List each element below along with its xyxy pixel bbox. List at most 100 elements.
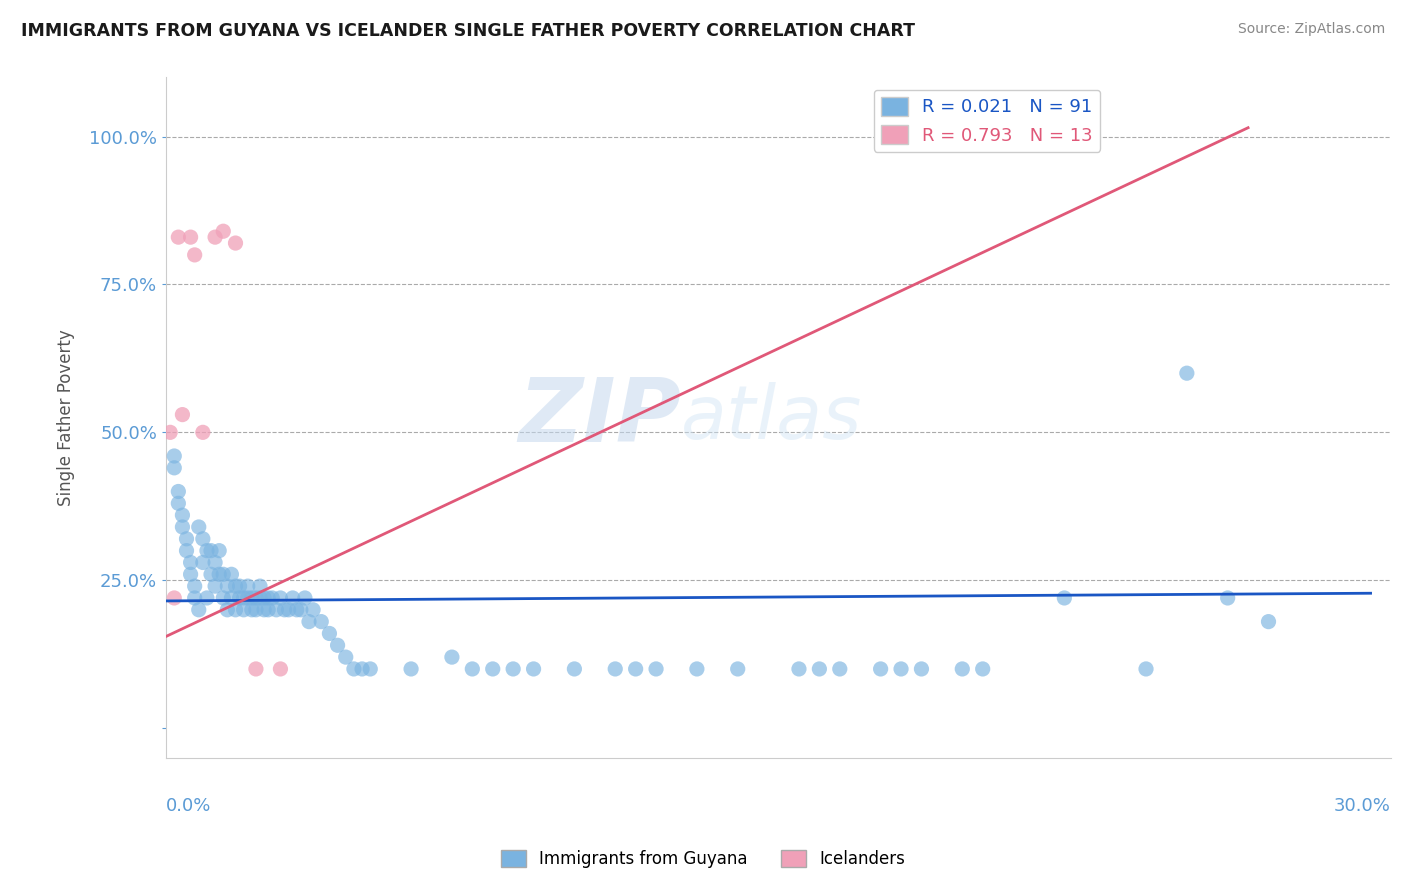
Point — [176, 532, 198, 546]
Point — [212, 591, 235, 605]
Point — [1216, 591, 1239, 605]
Point — [828, 662, 851, 676]
Point — [200, 543, 222, 558]
Point — [191, 532, 214, 546]
Point — [1257, 615, 1279, 629]
Text: 30.0%: 30.0% — [1334, 797, 1391, 814]
Point — [645, 662, 668, 676]
Point — [399, 662, 422, 676]
Point — [727, 662, 749, 676]
Point — [208, 543, 231, 558]
Point — [277, 603, 299, 617]
Point — [232, 591, 254, 605]
Legend: Immigrants from Guyana, Icelanders: Immigrants from Guyana, Icelanders — [494, 843, 912, 875]
Point — [950, 662, 973, 676]
Text: ZIP: ZIP — [517, 374, 681, 461]
Point — [1135, 662, 1157, 676]
Point — [910, 662, 932, 676]
Point — [281, 591, 304, 605]
Point — [167, 496, 190, 510]
Point — [440, 650, 463, 665]
Point — [269, 662, 291, 676]
Point — [221, 567, 243, 582]
Point — [204, 556, 226, 570]
Point — [172, 408, 194, 422]
Point — [262, 591, 284, 605]
Point — [335, 650, 357, 665]
Point — [294, 591, 316, 605]
Point — [269, 591, 291, 605]
Point — [343, 662, 366, 676]
Point — [1053, 591, 1076, 605]
Point — [183, 248, 205, 262]
Point — [208, 567, 231, 582]
Point — [212, 567, 235, 582]
Point — [232, 603, 254, 617]
Text: atlas: atlas — [681, 382, 862, 453]
Point — [187, 520, 209, 534]
Point — [869, 662, 891, 676]
Point — [236, 591, 259, 605]
Point — [266, 603, 288, 617]
Point — [163, 449, 186, 463]
Point — [204, 230, 226, 244]
Point — [326, 638, 349, 652]
Point — [273, 603, 295, 617]
Point — [461, 662, 484, 676]
Point — [605, 662, 627, 676]
Point — [172, 520, 194, 534]
Point — [245, 591, 267, 605]
Point — [217, 603, 239, 617]
Point — [225, 579, 247, 593]
Point — [221, 591, 243, 605]
Point — [890, 662, 912, 676]
Point — [352, 662, 374, 676]
Point — [245, 662, 267, 676]
Point — [290, 603, 312, 617]
Point — [200, 567, 222, 582]
Point — [204, 579, 226, 593]
Point — [180, 230, 202, 244]
Point — [787, 662, 810, 676]
Point — [180, 567, 202, 582]
Point — [285, 603, 308, 617]
Point — [624, 662, 647, 676]
Point — [502, 662, 524, 676]
Point — [359, 662, 381, 676]
Text: Source: ZipAtlas.com: Source: ZipAtlas.com — [1237, 22, 1385, 37]
Point — [522, 662, 544, 676]
Point — [159, 425, 181, 440]
Point — [195, 543, 218, 558]
Point — [257, 591, 280, 605]
Point — [253, 591, 276, 605]
Point — [212, 224, 235, 238]
Point — [183, 579, 205, 593]
Point — [225, 603, 247, 617]
Point — [298, 615, 321, 629]
Point — [228, 579, 250, 593]
Point — [249, 591, 271, 605]
Y-axis label: Single Father Poverty: Single Father Poverty — [58, 329, 75, 506]
Point — [167, 230, 190, 244]
Point — [1175, 366, 1198, 380]
Point — [808, 662, 831, 676]
Point — [302, 603, 325, 617]
Point — [240, 591, 263, 605]
Point — [163, 591, 186, 605]
Point — [481, 662, 503, 676]
Point — [172, 508, 194, 523]
Point — [309, 615, 332, 629]
Legend: R = 0.021   N = 91, R = 0.793   N = 13: R = 0.021 N = 91, R = 0.793 N = 13 — [873, 90, 1101, 152]
Point — [183, 591, 205, 605]
Point — [1053, 129, 1076, 144]
Point — [564, 662, 586, 676]
Point — [195, 591, 218, 605]
Point — [240, 603, 263, 617]
Point — [217, 579, 239, 593]
Point — [163, 460, 186, 475]
Point — [176, 543, 198, 558]
Text: IMMIGRANTS FROM GUYANA VS ICELANDER SINGLE FATHER POVERTY CORRELATION CHART: IMMIGRANTS FROM GUYANA VS ICELANDER SING… — [21, 22, 915, 40]
Point — [249, 579, 271, 593]
Point — [318, 626, 340, 640]
Point — [228, 591, 250, 605]
